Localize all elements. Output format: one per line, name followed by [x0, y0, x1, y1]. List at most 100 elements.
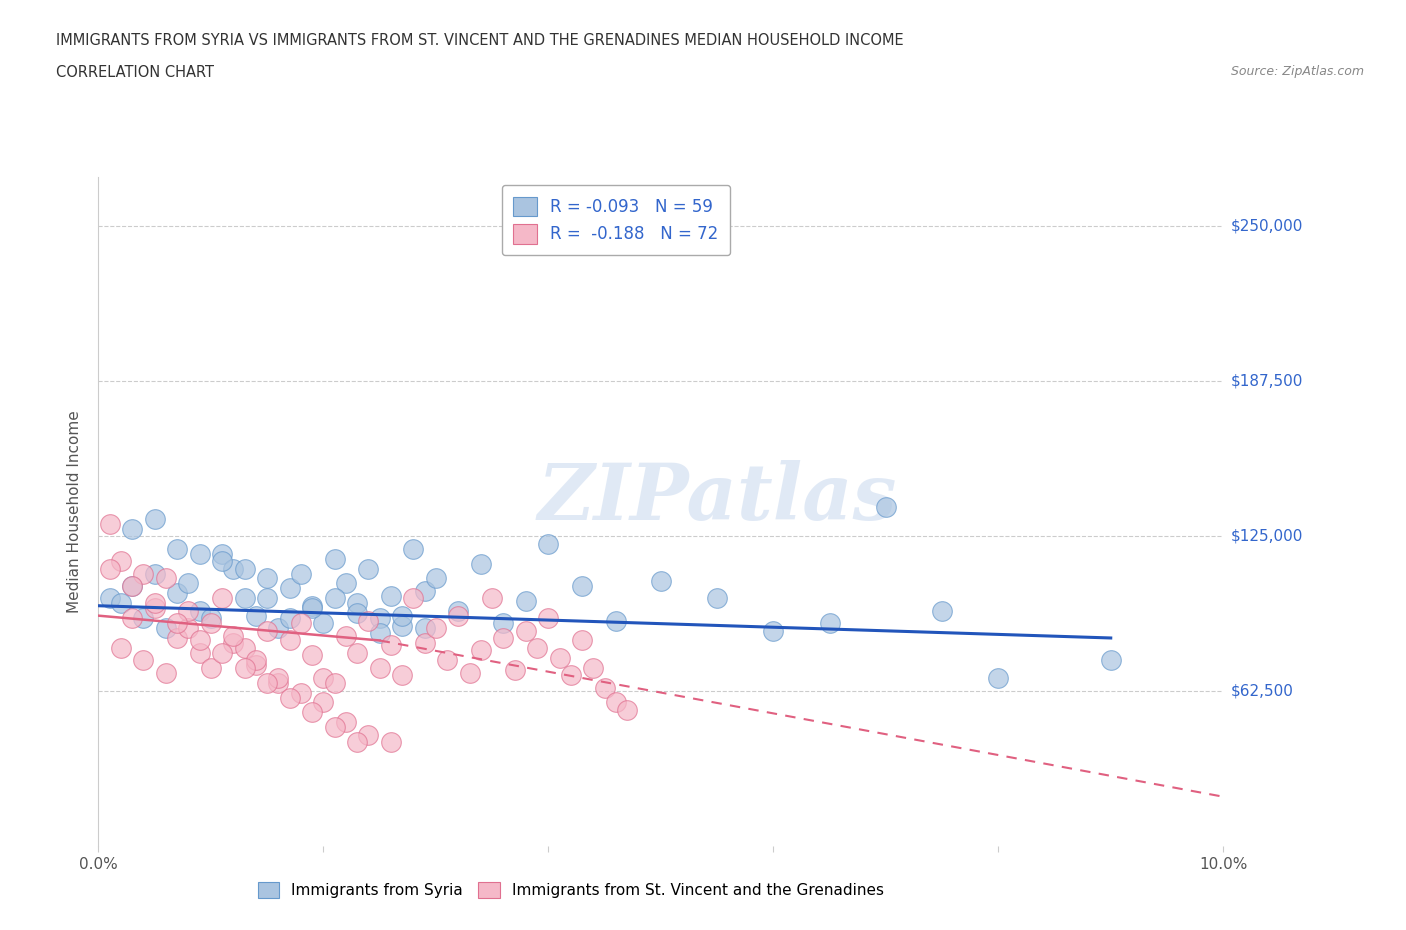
Point	[166, 631, 188, 645]
Point	[110, 641, 132, 656]
Point	[233, 561, 256, 576]
Text: $250,000: $250,000	[1230, 219, 1302, 233]
Point	[177, 620, 200, 635]
Point	[200, 611, 222, 626]
Point	[256, 675, 278, 690]
Text: $62,500: $62,500	[1230, 684, 1294, 698]
Point	[188, 633, 211, 648]
Point	[323, 720, 346, 735]
Point	[380, 638, 402, 653]
Point	[368, 626, 391, 641]
Point	[98, 561, 121, 576]
Point	[413, 635, 436, 650]
Point	[233, 641, 256, 656]
Point	[380, 589, 402, 604]
Point	[177, 604, 200, 618]
Point	[818, 616, 841, 631]
Point	[492, 631, 515, 645]
Point	[166, 541, 188, 556]
Point	[143, 566, 166, 581]
Text: $187,500: $187,500	[1230, 374, 1302, 389]
Point	[1099, 653, 1122, 668]
Point	[875, 499, 897, 514]
Point	[290, 685, 312, 700]
Point	[335, 715, 357, 730]
Point	[391, 618, 413, 633]
Point	[278, 690, 301, 705]
Point	[560, 668, 582, 683]
Point	[571, 633, 593, 648]
Point	[121, 611, 143, 626]
Point	[143, 601, 166, 616]
Point	[548, 650, 571, 665]
Point	[503, 663, 526, 678]
Point	[245, 608, 267, 623]
Point	[425, 571, 447, 586]
Point	[188, 645, 211, 660]
Point	[323, 591, 346, 605]
Point	[515, 593, 537, 608]
Text: $125,000: $125,000	[1230, 529, 1302, 544]
Point	[470, 556, 492, 571]
Point	[166, 616, 188, 631]
Point	[155, 665, 177, 680]
Point	[222, 561, 245, 576]
Point	[98, 591, 121, 605]
Point	[380, 735, 402, 750]
Point	[357, 561, 380, 576]
Point	[110, 596, 132, 611]
Point	[155, 571, 177, 586]
Point	[425, 620, 447, 635]
Text: CORRELATION CHART: CORRELATION CHART	[56, 65, 214, 80]
Point	[413, 583, 436, 598]
Point	[290, 616, 312, 631]
Point	[323, 551, 346, 566]
Point	[537, 537, 560, 551]
Point	[470, 643, 492, 658]
Point	[222, 635, 245, 650]
Point	[335, 628, 357, 643]
Point	[256, 571, 278, 586]
Point	[436, 653, 458, 668]
Point	[762, 623, 785, 638]
Point	[301, 601, 323, 616]
Point	[346, 605, 368, 620]
Point	[312, 671, 335, 685]
Point	[233, 591, 256, 605]
Point	[447, 604, 470, 618]
Point	[245, 658, 267, 672]
Point	[121, 522, 143, 537]
Legend: Immigrants from Syria, Immigrants from St. Vincent and the Grenadines: Immigrants from Syria, Immigrants from S…	[250, 874, 891, 906]
Point	[278, 633, 301, 648]
Point	[233, 660, 256, 675]
Point	[143, 596, 166, 611]
Point	[188, 546, 211, 561]
Point	[402, 591, 425, 605]
Point	[582, 660, 605, 675]
Point	[706, 591, 728, 605]
Point	[537, 611, 560, 626]
Point	[110, 553, 132, 568]
Point	[132, 653, 155, 668]
Point	[616, 702, 638, 717]
Point	[222, 628, 245, 643]
Point	[301, 705, 323, 720]
Point	[132, 611, 155, 626]
Point	[402, 541, 425, 556]
Point	[458, 665, 481, 680]
Point	[605, 613, 627, 628]
Point	[132, 566, 155, 581]
Point	[166, 586, 188, 601]
Point	[515, 623, 537, 638]
Point	[391, 608, 413, 623]
Point	[211, 591, 233, 605]
Point	[447, 608, 470, 623]
Point	[931, 604, 953, 618]
Point	[121, 578, 143, 593]
Point	[200, 616, 222, 631]
Point	[155, 620, 177, 635]
Point	[391, 668, 413, 683]
Point	[346, 645, 368, 660]
Point	[256, 591, 278, 605]
Point	[346, 735, 368, 750]
